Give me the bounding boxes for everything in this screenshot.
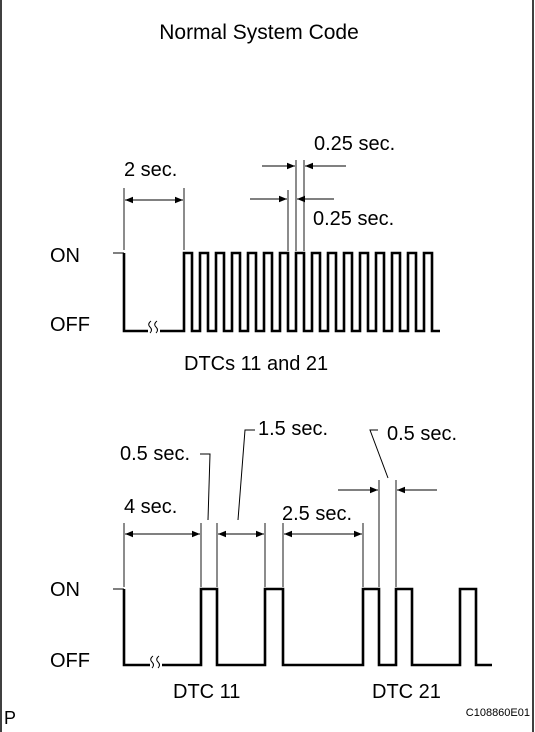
top-signal-waveform <box>122 251 440 333</box>
bottom-signal-waveform <box>122 587 492 667</box>
bottom-code2-label: DTC 21 <box>372 681 441 703</box>
diagram-title: Normal System Code <box>159 21 359 44</box>
bottom-05-right-label: 0.5 sec. <box>387 423 457 445</box>
figure-id: C108860E01 <box>466 707 530 719</box>
bottom-25-label: 2.5 sec. <box>282 503 352 525</box>
corner-letter: P <box>4 708 16 728</box>
top-2s-label: 2 sec. <box>124 159 177 181</box>
top-off-label: OFF <box>50 314 90 336</box>
bottom-05-right-leader <box>369 429 389 479</box>
top-025-label-upper: 0.25 sec. <box>314 133 395 155</box>
bottom-4s-label: 4 sec. <box>124 496 177 518</box>
bottom-15-leader <box>237 429 255 521</box>
top-025-label-lower: 0.25 sec. <box>313 208 394 230</box>
bottom-05-left-label: 0.5 sec. <box>120 443 190 465</box>
top-on-label: ON <box>50 245 80 267</box>
top-timing-chart: ON OFF 2 sec. 0.25 sec. 0.25 sec. DTCs 1… <box>50 133 440 375</box>
bottom-break-mark <box>150 655 162 669</box>
bottom-on-label: ON <box>50 579 80 601</box>
bottom-off-label: OFF <box>50 650 90 672</box>
bottom-code1-label: DTC 11 <box>173 681 240 703</box>
bottom-timing-chart: ON OFF 4 sec. 0.5 sec. 1.5 sec. 2 <box>50 418 492 703</box>
top-break-mark <box>148 320 160 334</box>
bottom-05-left-leader <box>200 453 211 521</box>
bottom-15-label: 1.5 sec. <box>258 418 328 440</box>
top-caption: DTCs 11 and 21 <box>184 353 328 375</box>
